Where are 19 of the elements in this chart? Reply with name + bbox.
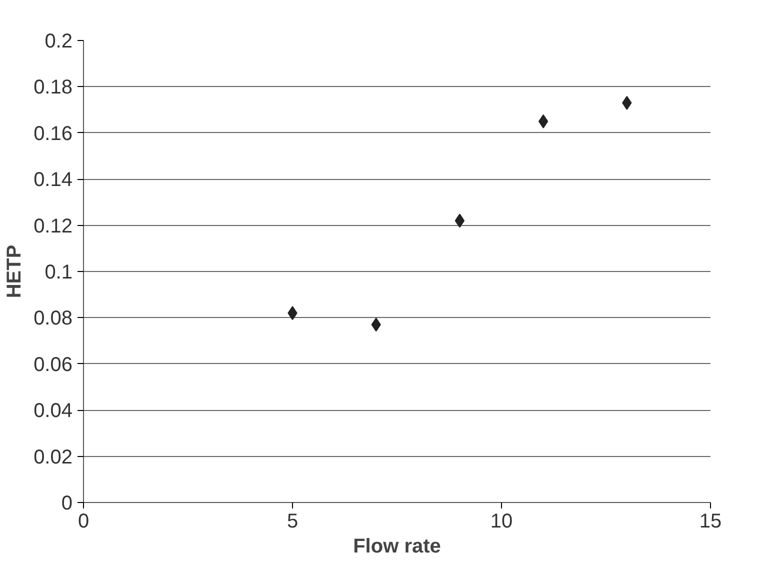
point bbox=[538, 114, 548, 128]
y-tick-label: 0 bbox=[61, 492, 72, 514]
x-tick-label: 0 bbox=[78, 510, 90, 532]
x-axis-title: Flow rate bbox=[353, 536, 441, 558]
y-tick-label: 0.08 bbox=[34, 308, 73, 330]
y-tick-label: 0.14 bbox=[34, 169, 73, 192]
y-tick-label: 0.16 bbox=[34, 122, 73, 145]
y-tick-label: 0.2 bbox=[44, 30, 73, 52]
y-axis-title: HETP bbox=[4, 244, 26, 298]
x-tick-label: 5 bbox=[286, 510, 298, 532]
y-tick-label: 0.06 bbox=[34, 354, 73, 376]
y-tick-label: 0.04 bbox=[34, 400, 73, 422]
point bbox=[454, 214, 465, 228]
y-tick-label: 0.18 bbox=[34, 76, 73, 99]
y-tick-label: 0.1 bbox=[44, 262, 73, 284]
x-tick-label: 10 bbox=[490, 510, 513, 532]
y-tick-label: 0.12 bbox=[34, 215, 73, 238]
x-tick-label: 15 bbox=[699, 510, 722, 532]
y-tick-label: 0.02 bbox=[34, 446, 73, 468]
